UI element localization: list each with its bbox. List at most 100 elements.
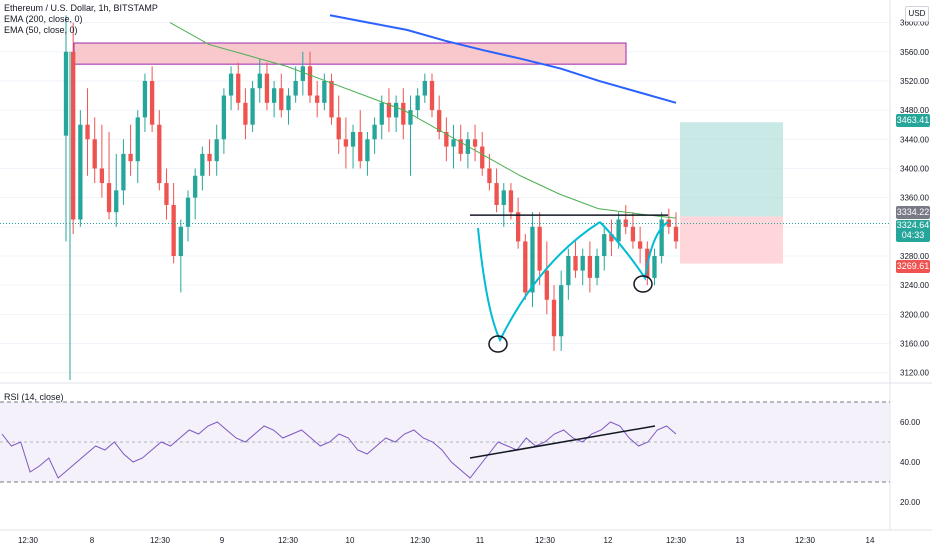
candle-body [286, 95, 291, 111]
last-price-tag: 3324.64 04:33 [896, 220, 930, 242]
candle-body [666, 219, 671, 227]
candle-body [149, 80, 155, 125]
candle-body [487, 168, 492, 184]
candle-body [480, 146, 485, 169]
candle-body [99, 168, 105, 184]
handle-circle [633, 275, 653, 293]
candle-body [523, 241, 528, 293]
candle-body [637, 241, 643, 249]
stop-price-tag: 3269.61 [896, 260, 930, 273]
candle-body [659, 219, 664, 256]
time-axis-label: 12:30 [666, 536, 687, 545]
candle-body [221, 95, 227, 140]
rsi-axis-label: 60.00 [900, 418, 921, 427]
time-axis-label: 12:30 [795, 536, 816, 545]
candle-body [236, 73, 241, 103]
candle-body [193, 175, 198, 198]
candle-body [530, 226, 535, 293]
candle-body [573, 256, 578, 271]
candle-body [616, 219, 621, 242]
candle-body [630, 226, 636, 242]
candle-body [429, 80, 435, 111]
rsi-line [1, 421, 677, 479]
candle-body [128, 153, 133, 162]
cup-curve [477, 221, 601, 343]
rsi-axis-label: 40.00 [900, 458, 921, 467]
candle-body [444, 132, 449, 147]
candle-body [71, 51, 76, 220]
time-axis-label: 12:30 [410, 536, 431, 545]
candle-body [594, 256, 600, 278]
candle-body [365, 139, 370, 162]
time-axis-label: 12:30 [18, 536, 39, 545]
candle-body [408, 110, 413, 125]
candle-body [106, 183, 112, 213]
candle-body [472, 139, 478, 147]
time-axis-label: 13 [736, 536, 745, 545]
candle-body [78, 124, 83, 220]
candle-body [544, 270, 549, 300]
rsi-trendline [469, 425, 656, 459]
price-axis-label: 3360.00 [900, 194, 929, 203]
candle-body [652, 256, 657, 278]
price-axis-label: 3200.00 [900, 310, 929, 319]
candle-body [559, 285, 564, 337]
candle-body [372, 124, 377, 140]
candle-body [164, 183, 169, 205]
candle-body [121, 153, 126, 191]
candle-body [243, 102, 248, 125]
candle-body [271, 88, 277, 103]
candle-body [92, 139, 97, 169]
candle-body [494, 183, 499, 205]
candle-body [508, 190, 514, 213]
target-price-tag: 3463.41 [896, 114, 930, 127]
candle-body [85, 124, 90, 140]
candle-body [401, 102, 406, 125]
candle-body [343, 139, 349, 147]
candle-body [200, 153, 205, 176]
legend-ema200: EMA (200, close, 0) [4, 14, 83, 24]
candle-body [315, 95, 320, 103]
candle-body [157, 124, 162, 184]
candle-body [135, 117, 140, 162]
candle-body [386, 102, 392, 118]
time-axis-label: 14 [866, 536, 875, 545]
handle-curve [599, 221, 669, 281]
candle-body [228, 73, 234, 96]
rsi-axis-label: 20.00 [900, 498, 921, 507]
candle-body [673, 226, 679, 242]
candle-body [185, 197, 191, 227]
candle-body [329, 80, 334, 118]
ema200-line [329, 14, 677, 104]
candle-body [264, 73, 270, 103]
candle-body [566, 256, 571, 286]
candle-body [307, 66, 313, 96]
price-axis-label: 3280.00 [900, 252, 929, 261]
price-axis-label: 3480.00 [900, 106, 929, 115]
candle-body [393, 102, 399, 118]
candle-body [257, 73, 262, 89]
candle-body [336, 117, 341, 140]
entry-price-tag: 3334.22 [896, 206, 930, 219]
candle-body [515, 212, 521, 242]
candle-body [293, 80, 298, 96]
price-axis-label: 3240.00 [900, 281, 929, 290]
candle-body [300, 66, 305, 81]
legend-ema50: EMA (50, close, 0) [4, 25, 78, 35]
candle-body [551, 299, 557, 337]
candle-body [501, 190, 506, 205]
candle-body [250, 88, 255, 125]
time-axis-label: 12:30 [150, 536, 171, 545]
candle-body [214, 139, 219, 162]
currency-button[interactable]: USD [905, 6, 929, 22]
price-axis-label: 3160.00 [900, 340, 929, 349]
price-axis-label: 3520.00 [900, 77, 929, 86]
candle-body [279, 88, 284, 111]
candle-body [350, 132, 356, 147]
price-axis-label: 3400.00 [900, 164, 929, 173]
candle-body [458, 139, 463, 154]
candle-body [587, 256, 593, 278]
candle-body [379, 102, 384, 125]
price-axis-label: 3120.00 [900, 369, 929, 378]
